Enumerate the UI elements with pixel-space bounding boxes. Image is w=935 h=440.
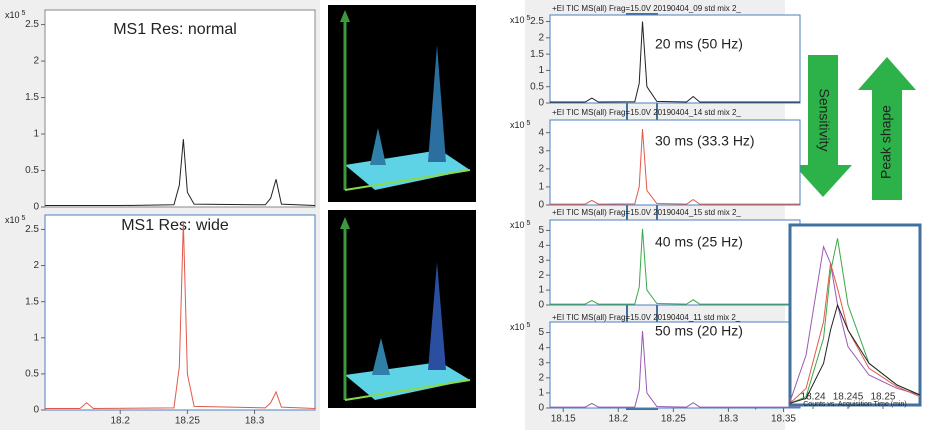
y-scale-label: x10 5	[510, 220, 531, 231]
series-line	[45, 222, 316, 410]
y-tick-label: 1	[538, 65, 544, 76]
y-tick-label: 0	[33, 405, 39, 416]
y-tick-label: 2.5	[25, 19, 39, 30]
sensitivity-label: Sensitivity	[816, 88, 832, 151]
chart-label: 20 ms (50 Hz)	[655, 36, 743, 52]
chart-label: 40 ms (25 Hz)	[655, 234, 743, 250]
y-tick-label: 1	[33, 129, 39, 140]
y-tick-label: 3	[538, 255, 544, 266]
x-tick-label: 18.15	[551, 414, 576, 425]
y-tick-label: 0.5	[25, 165, 39, 176]
y-tick-label: 5	[538, 225, 544, 236]
3d-plot-bottom	[328, 210, 476, 408]
y-tick-label: 2	[33, 260, 39, 271]
y-tick-label: 4	[538, 127, 544, 138]
y-tick-label: 2	[538, 163, 544, 174]
peak-shape-label: Peak shape	[878, 105, 894, 179]
series-line	[45, 139, 316, 207]
chart-label: 30 ms (33.3 Hz)	[655, 133, 755, 149]
x-tick-label: 18.24	[801, 392, 826, 403]
y-tick-label: 0	[538, 200, 544, 211]
y-tick-label: 1	[538, 285, 544, 296]
y-tick-label: 4	[538, 240, 544, 251]
y-tick-label: 1.5	[530, 49, 544, 60]
y-tick-label: 2	[33, 56, 39, 67]
y-tick-label: 0	[538, 98, 544, 109]
y-tick-label: 2	[538, 372, 544, 383]
up-arrow	[858, 57, 916, 200]
y-scale-exponent: 5	[527, 322, 531, 329]
x-tick-label: 18.35	[771, 414, 796, 425]
x-tick-label: 18.3	[719, 414, 739, 425]
y-scale-label: x10 5	[510, 15, 531, 26]
series-line	[550, 129, 800, 205]
y-tick-label: 0.5	[25, 369, 39, 380]
series-line	[789, 263, 921, 404]
y-scale-exponent: 5	[22, 10, 26, 17]
x-tick-label: 18.2	[110, 416, 130, 427]
plot-area	[788, 223, 922, 407]
chart-title: +EI TIC MS(all) Frag=15.0V 20190404_15 s…	[552, 208, 741, 217]
x-axis-label: Counts vs. Acquisition Time (min)	[803, 401, 906, 408]
chart-title: MS1 Res: normal	[113, 21, 237, 38]
y-scale-label: x10 5	[5, 10, 26, 21]
y-scale-base: x10	[510, 120, 525, 130]
y-tick-label: 0	[538, 403, 544, 414]
x-tick-label: 18.245	[833, 392, 864, 403]
plot-area	[549, 219, 801, 306]
plot-area	[549, 14, 801, 104]
highlight-box	[626, 13, 658, 410]
y-tick-label: 5	[538, 327, 544, 338]
y-tick-label: 1	[538, 182, 544, 193]
x-tick-label: 18.25	[870, 392, 895, 403]
y-scale-exponent: 5	[527, 220, 531, 227]
y-scale-base: x10	[510, 322, 525, 332]
3d-plot-top	[328, 5, 476, 202]
y-tick-label: 1.5	[25, 92, 39, 103]
y-tick-label: 2	[538, 270, 544, 281]
y-tick-label: 3	[538, 145, 544, 156]
plot-area	[44, 214, 316, 411]
series-line	[550, 331, 800, 408]
series-line	[789, 303, 921, 404]
y-tick-label: 4	[538, 342, 544, 353]
y-tick-label: 3	[538, 357, 544, 368]
chart-title: +EI TIC MS(all) Frag=15.0V 20190404_09 s…	[552, 4, 741, 13]
y-scale-exponent: 5	[22, 215, 26, 222]
y-scale-base: x10	[510, 15, 525, 25]
series-line	[550, 228, 800, 305]
plot-area	[549, 119, 801, 206]
y-tick-label: 1	[33, 332, 39, 343]
y-tick-label: 0	[538, 300, 544, 311]
y-scale-base: x10	[5, 10, 20, 20]
x-tick-label: 18.2	[609, 414, 629, 425]
y-scale-label: x10 5	[5, 215, 26, 226]
x-tick-label: 18.25	[661, 414, 686, 425]
chart-title: +EI TIC MS(all) Frag=15.0V 20190404_14 s…	[552, 108, 741, 117]
y-scale-exponent: 5	[527, 120, 531, 127]
y-scale-label: x10 5	[510, 322, 531, 333]
y-scale-exponent: 5	[527, 15, 531, 22]
y-tick-label: 2.5	[530, 16, 544, 27]
y-tick-label: 2	[538, 32, 544, 43]
y-tick-label: 2.5	[25, 224, 39, 235]
y-scale-label: x10 5	[510, 120, 531, 131]
y-scale-base: x10	[510, 220, 525, 230]
y-tick-label: 1	[538, 388, 544, 399]
y-tick-label: 1.5	[25, 296, 39, 307]
chart-label: 50 ms (20 Hz)	[655, 323, 743, 339]
y-tick-label: 0	[33, 202, 39, 213]
x-tick-label: 18.3	[245, 416, 265, 427]
chart-title: +EI TIC MS(all) Frag=15.0V 20190404_11 s…	[552, 313, 741, 322]
chart-title: MS1 Res: wide	[121, 217, 229, 234]
x-tick-label: 18.25	[175, 416, 200, 427]
y-scale-base: x10	[5, 215, 20, 225]
series-line	[550, 21, 800, 103]
down-arrow	[794, 55, 852, 197]
y-tick-label: 0.5	[530, 81, 544, 92]
